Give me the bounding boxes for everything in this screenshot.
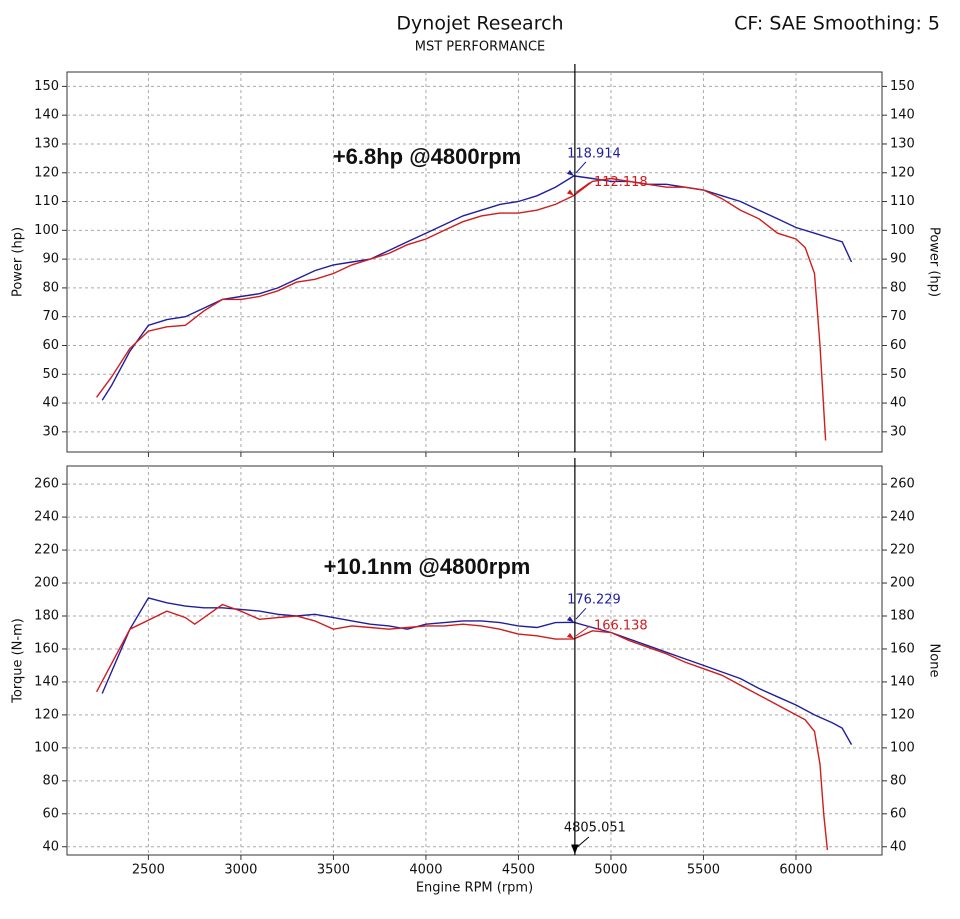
x-tick-label: 3500 — [317, 863, 350, 878]
y-tick-label: 140 — [34, 108, 59, 123]
y-tick-label: 130 — [34, 136, 59, 151]
chart-title: Dynojet Research — [396, 13, 563, 35]
y2-tick-label: 120 — [890, 165, 915, 180]
y2-tick-label: 140 — [890, 674, 915, 689]
y2-tick-label: 100 — [890, 223, 915, 238]
marker-label: 176.229 — [567, 593, 621, 608]
y2-tick-label: 80 — [890, 280, 907, 295]
y-tick-label: 40 — [42, 396, 59, 411]
marker-label: 166.138 — [594, 618, 648, 633]
x-axis-label: Engine RPM (rpm) — [416, 881, 533, 896]
marker-leader — [575, 161, 587, 174]
series-line — [95, 603, 829, 851]
y2-tick-label: 140 — [890, 108, 915, 123]
y-tick-label: 200 — [34, 576, 59, 591]
value-marker — [566, 169, 574, 176]
y2-axis-label: None — [927, 644, 942, 678]
y2-tick-label: 90 — [890, 252, 907, 267]
marker-leader — [575, 625, 591, 637]
y-tick-label: 260 — [34, 477, 59, 492]
y2-tick-label: 130 — [890, 136, 915, 151]
y-tick-label: 240 — [34, 510, 59, 525]
y-tick-label: 140 — [34, 674, 59, 689]
y2-tick-label: 220 — [890, 543, 915, 558]
y2-tick-label: 70 — [890, 309, 907, 324]
settings-label: CF: SAE Smoothing: 5 — [734, 13, 940, 35]
y2-tick-label: 40 — [890, 839, 907, 854]
x-tick-label: 5500 — [687, 863, 720, 878]
annotation: +10.1nm @4800rpm — [324, 554, 531, 579]
x-tick-label: 5000 — [594, 863, 627, 878]
y2-tick-label: 180 — [890, 608, 915, 623]
y2-tick-label: 200 — [890, 576, 915, 591]
y2-tick-label: 110 — [890, 194, 915, 209]
y-tick-label: 100 — [34, 223, 59, 238]
x-tick-label: 3000 — [224, 863, 257, 878]
y-tick-label: 30 — [42, 424, 59, 439]
y-tick-label: 120 — [34, 165, 59, 180]
series-line — [101, 597, 853, 745]
x-tick-label: 4000 — [409, 863, 442, 878]
y2-tick-label: 150 — [890, 79, 915, 94]
y-tick-label: 110 — [34, 194, 59, 209]
x-tick-label: 2500 — [132, 863, 165, 878]
cursor-arrow — [571, 836, 590, 855]
y2-tick-label: 240 — [890, 510, 915, 525]
y-tick-label: 80 — [42, 280, 59, 295]
y-tick-label: 180 — [34, 608, 59, 623]
y-tick-label: 100 — [34, 740, 59, 755]
marker-label: 118.914 — [567, 146, 621, 161]
y2-tick-label: 260 — [890, 477, 915, 492]
marker-leader — [575, 182, 591, 193]
plot-area — [66, 71, 883, 453]
y-tick-label: 50 — [42, 367, 59, 382]
y-tick-label: 220 — [34, 543, 59, 558]
annotation: +6.8hp @4800rpm — [333, 144, 521, 169]
y2-tick-label: 80 — [890, 773, 907, 788]
y2-tick-label: 50 — [890, 367, 907, 382]
y2-tick-label: 160 — [890, 641, 915, 656]
series-line — [96, 177, 827, 441]
value-marker — [566, 632, 574, 639]
cursor-label: 4805.051 — [564, 821, 626, 836]
y-tick-label: 120 — [34, 707, 59, 722]
y2-tick-label: 60 — [890, 806, 907, 821]
y-axis-label: Power (hp) — [11, 227, 26, 297]
y2-tick-label: 120 — [890, 707, 915, 722]
value-marker — [566, 189, 574, 196]
y2-axis-label: Power (hp) — [927, 227, 942, 297]
y-tick-label: 60 — [42, 338, 59, 353]
y-tick-label: 70 — [42, 309, 59, 324]
y-tick-label: 150 — [34, 79, 59, 94]
y-tick-label: 160 — [34, 641, 59, 656]
value-marker — [566, 616, 574, 623]
y2-tick-label: 60 — [890, 338, 907, 353]
y-tick-label: 40 — [42, 839, 59, 854]
y-tick-label: 60 — [42, 806, 59, 821]
y2-tick-label: 100 — [890, 740, 915, 755]
chart-subtitle: MST PERFORMANCE — [415, 40, 546, 55]
x-tick-label: 4500 — [502, 863, 535, 878]
y2-tick-label: 40 — [890, 396, 907, 411]
plot-area — [66, 465, 883, 856]
marker-label: 112.118 — [594, 175, 648, 190]
marker-leader — [575, 607, 587, 620]
x-tick-label: 6000 — [779, 863, 812, 878]
y-tick-label: 90 — [42, 252, 59, 267]
y-axis-label: Torque (N-m) — [11, 618, 26, 704]
y2-tick-label: 30 — [890, 424, 907, 439]
y-tick-label: 80 — [42, 773, 59, 788]
